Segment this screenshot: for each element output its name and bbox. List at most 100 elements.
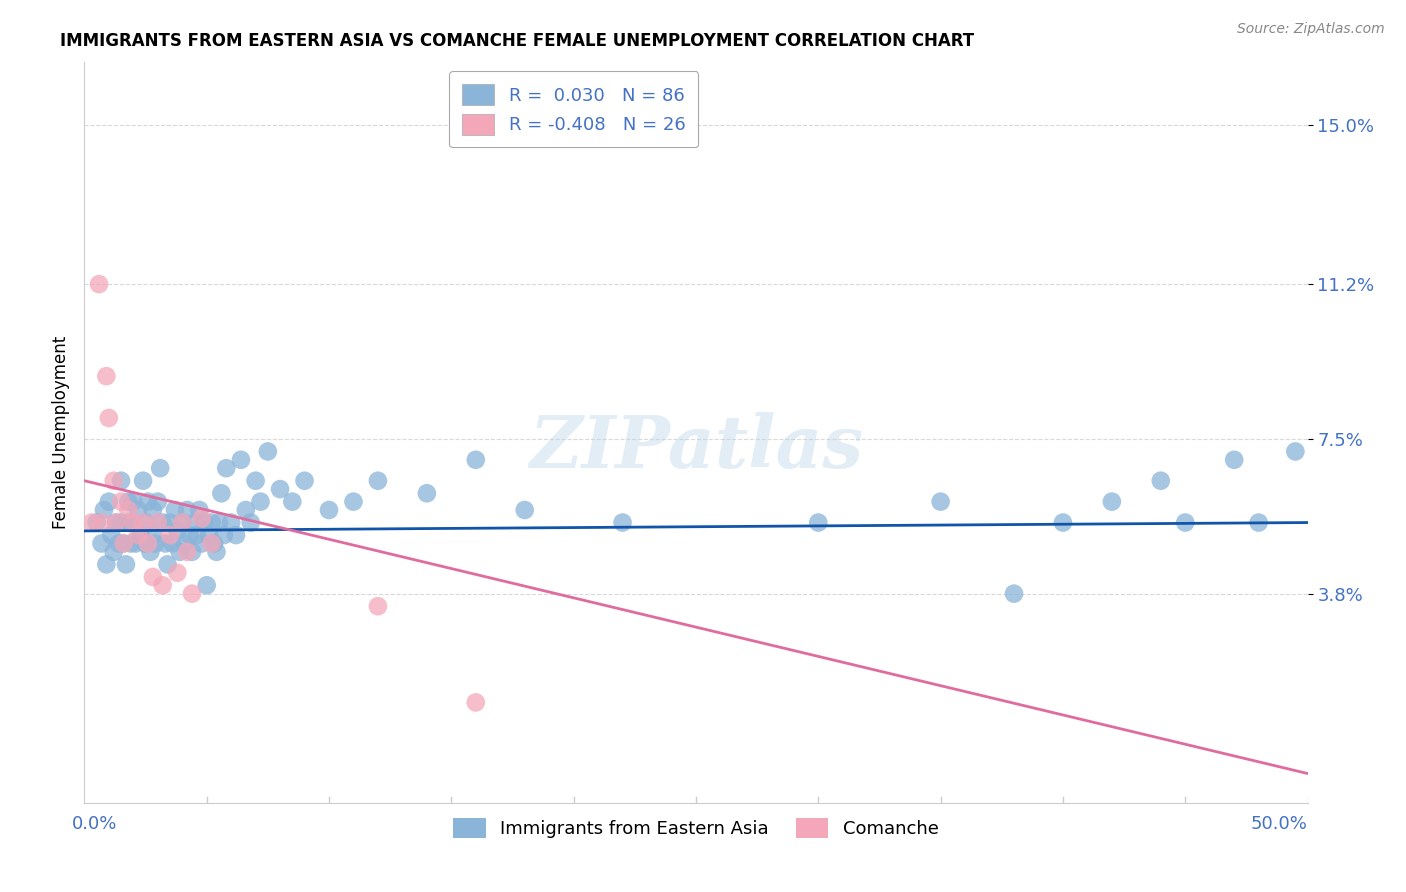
Point [269, 482, 291, 496]
Point [110, 516, 132, 530]
Point [129, 528, 152, 542]
Point [612, 516, 634, 530]
Point [136, 494, 159, 508]
Point [135, 516, 157, 530]
Point [122, 516, 145, 530]
Point [195, 578, 218, 592]
Point [281, 494, 304, 508]
Point [122, 494, 145, 508]
Point [105, 516, 128, 530]
Point [166, 524, 188, 538]
Point [162, 536, 184, 550]
Text: Source: ZipAtlas.com: Source: ZipAtlas.com [1237, 22, 1385, 37]
Point [1223, 452, 1246, 467]
Point [156, 558, 179, 572]
Point [142, 503, 165, 517]
Point [97, 494, 120, 508]
Point [257, 444, 280, 458]
Point [152, 516, 174, 530]
Point [191, 511, 214, 525]
Point [1101, 494, 1123, 508]
Point [132, 474, 155, 488]
Point [115, 558, 138, 572]
Point [135, 536, 157, 550]
Point [80, 516, 103, 530]
Point [176, 503, 198, 517]
Point [110, 474, 132, 488]
Point [163, 503, 186, 517]
Point [464, 695, 486, 709]
Point [205, 545, 228, 559]
Point [166, 566, 188, 580]
Point [1052, 516, 1074, 530]
Point [219, 516, 242, 530]
Point [208, 516, 231, 530]
Point [105, 516, 128, 530]
Point [97, 411, 120, 425]
Text: 50.0%: 50.0% [1251, 815, 1308, 833]
Text: IMMIGRANTS FROM EASTERN ASIA VS COMANCHE FEMALE UNEMPLOYMENT CORRELATION CHART: IMMIGRANTS FROM EASTERN ASIA VS COMANCHE… [60, 32, 974, 50]
Point [93, 503, 115, 517]
Point [1284, 444, 1306, 458]
Point [146, 494, 169, 508]
Point [193, 516, 215, 530]
Point [159, 528, 181, 542]
Point [100, 528, 122, 542]
Point [464, 452, 486, 467]
Point [239, 516, 262, 530]
Point [152, 578, 174, 592]
Point [110, 494, 132, 508]
Point [139, 545, 162, 559]
Point [112, 536, 135, 550]
Point [86, 516, 108, 530]
Point [159, 516, 181, 530]
Point [107, 536, 129, 550]
Point [103, 545, 125, 559]
Point [125, 536, 148, 550]
Point [142, 570, 165, 584]
Point [342, 494, 364, 508]
Point [186, 528, 208, 542]
Text: ZIPatlas: ZIPatlas [529, 412, 863, 483]
Point [117, 494, 139, 508]
Point [183, 516, 205, 530]
Point [200, 536, 222, 550]
Point [103, 474, 125, 488]
Point [807, 516, 830, 530]
Point [215, 461, 238, 475]
Point [153, 536, 176, 550]
Legend: Immigrants from Eastern Asia, Comanche: Immigrants from Eastern Asia, Comanche [446, 810, 946, 846]
Point [235, 503, 257, 517]
Point [90, 516, 112, 530]
Point [136, 536, 159, 550]
Point [225, 528, 247, 542]
Point [929, 494, 952, 508]
Point [191, 536, 214, 550]
Point [1002, 587, 1025, 601]
Point [318, 503, 340, 517]
Point [120, 536, 142, 550]
Point [1247, 516, 1270, 530]
Point [87, 277, 110, 292]
Point [249, 494, 271, 508]
Point [112, 536, 135, 550]
Point [90, 536, 112, 550]
Point [367, 599, 389, 614]
Point [294, 474, 316, 488]
Point [209, 486, 232, 500]
Point [172, 516, 194, 530]
Point [181, 587, 204, 601]
Y-axis label: Female Unemployment: Female Unemployment [52, 336, 70, 529]
Point [202, 536, 225, 550]
Point [117, 503, 139, 517]
Point [1150, 474, 1173, 488]
Point [181, 545, 204, 559]
Point [176, 545, 198, 559]
Point [132, 516, 155, 530]
Point [173, 536, 195, 550]
Point [169, 545, 191, 559]
Point [96, 369, 118, 384]
Point [149, 461, 172, 475]
Point [117, 516, 139, 530]
Point [179, 528, 201, 542]
